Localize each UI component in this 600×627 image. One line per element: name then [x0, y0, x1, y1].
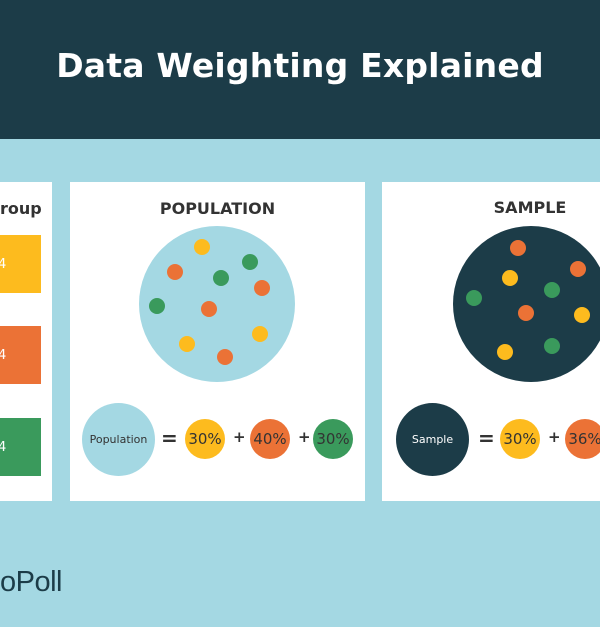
- plus-sign: +: [548, 428, 561, 446]
- group-bar-yellow: 4: [0, 235, 41, 293]
- sample-dot-green: [544, 338, 560, 354]
- population-dot-green: [149, 298, 165, 314]
- sample-dot-orange: [510, 240, 526, 256]
- group-heading: roup: [0, 199, 42, 218]
- sample-pct-yellow: 30%: [500, 419, 540, 459]
- population-label: Population: [89, 433, 148, 446]
- sample-pct-orange: 36%: [565, 419, 600, 459]
- population-pct-green: 30%: [313, 419, 353, 459]
- population-pct-yellow: 30%: [185, 419, 225, 459]
- population-heading: POPULATION: [159, 199, 276, 218]
- group-bar-label: 4: [0, 347, 7, 363]
- page-title: Data Weighting Explained: [56, 46, 544, 85]
- sample-dot-orange: [518, 305, 534, 321]
- population-circle: [139, 226, 295, 382]
- population-dot-orange: [201, 301, 217, 317]
- header-banner: Data Weighting Explained: [0, 0, 600, 139]
- sample-dot-orange: [570, 261, 586, 277]
- sample-dot-green: [466, 290, 482, 306]
- population-dot-yellow: [179, 336, 195, 352]
- sample-dot-yellow: [574, 307, 590, 323]
- group-bar-label: 4: [0, 256, 7, 272]
- population-dot-green: [242, 254, 258, 270]
- sample-circle: [453, 226, 600, 382]
- population-label-circle: Population: [82, 403, 155, 476]
- population-dot-orange: [167, 264, 183, 280]
- group-bar-green: 4: [0, 418, 41, 476]
- brand-logo: oPoll: [0, 566, 63, 598]
- population-dot-green: [213, 270, 229, 286]
- population-dot-orange: [217, 349, 233, 365]
- plus-sign: +: [298, 428, 311, 446]
- sample-dot-yellow: [497, 344, 513, 360]
- group-bar-orange: 4: [0, 326, 41, 384]
- group-panel: roup 4 4 4: [0, 182, 52, 501]
- population-dot-yellow: [194, 239, 210, 255]
- sample-dot-green: [544, 282, 560, 298]
- sample-label: Sample: [411, 433, 454, 446]
- population-pct-orange: 40%: [250, 419, 290, 459]
- equals-sign: =: [161, 426, 178, 450]
- population-dot-orange: [254, 280, 270, 296]
- equals-sign: =: [478, 426, 495, 450]
- sample-panel: SAMPLE Sample = 30% + 36%: [382, 182, 600, 501]
- sample-label-circle: Sample: [396, 403, 469, 476]
- population-panel: POPULATION Population = 30% + 40% + 30%: [70, 182, 365, 501]
- population-dot-yellow: [252, 326, 268, 342]
- sample-heading: SAMPLE: [493, 198, 567, 217]
- sample-dot-yellow: [502, 270, 518, 286]
- group-bar-label: 4: [0, 439, 7, 455]
- plus-sign: +: [233, 428, 246, 446]
